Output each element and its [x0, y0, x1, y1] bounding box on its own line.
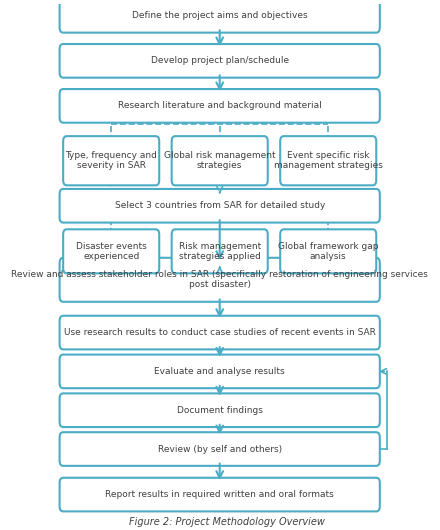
Text: Global framework gap
analysis: Global framework gap analysis [278, 242, 378, 261]
FancyBboxPatch shape [59, 189, 380, 223]
FancyBboxPatch shape [59, 432, 380, 466]
FancyBboxPatch shape [280, 136, 376, 186]
Text: Use research results to conduct case studies of recent events in SAR: Use research results to conduct case stu… [64, 328, 376, 337]
FancyBboxPatch shape [172, 136, 268, 186]
Text: Review and assess stakeholder roles in SAR (specifically restoration of engineer: Review and assess stakeholder roles in S… [11, 270, 428, 289]
Text: Disaster events
experienced: Disaster events experienced [76, 242, 147, 261]
Text: Select 3 countries from SAR for detailed study: Select 3 countries from SAR for detailed… [114, 201, 325, 210]
FancyBboxPatch shape [63, 229, 159, 273]
FancyBboxPatch shape [63, 136, 159, 186]
FancyBboxPatch shape [59, 44, 380, 78]
FancyBboxPatch shape [59, 478, 380, 511]
FancyBboxPatch shape [280, 229, 376, 273]
FancyBboxPatch shape [172, 229, 268, 273]
FancyBboxPatch shape [59, 355, 380, 388]
Text: Research literature and background material: Research literature and background mater… [118, 101, 322, 110]
FancyBboxPatch shape [59, 258, 380, 302]
Text: Figure 2: Project Methodology Overview: Figure 2: Project Methodology Overview [129, 517, 325, 527]
Text: Event specific risk
management strategies: Event specific risk management strategie… [274, 151, 383, 171]
Text: Global risk management
strategies: Global risk management strategies [164, 151, 275, 171]
FancyBboxPatch shape [59, 89, 380, 122]
Text: Review (by self and others): Review (by self and others) [158, 445, 282, 454]
Text: Define the project aims and objectives: Define the project aims and objectives [132, 11, 308, 20]
Text: Risk management
strategies applied: Risk management strategies applied [179, 242, 261, 261]
FancyBboxPatch shape [59, 393, 380, 427]
Text: Type, frequency and
severity in SAR: Type, frequency and severity in SAR [65, 151, 157, 171]
Text: Evaluate and analyse results: Evaluate and analyse results [154, 367, 285, 376]
FancyBboxPatch shape [59, 316, 380, 349]
Text: Document findings: Document findings [177, 405, 263, 414]
Text: Report results in required written and oral formats: Report results in required written and o… [105, 490, 334, 499]
Text: Develop project plan/schedule: Develop project plan/schedule [150, 56, 289, 65]
FancyBboxPatch shape [59, 0, 380, 33]
